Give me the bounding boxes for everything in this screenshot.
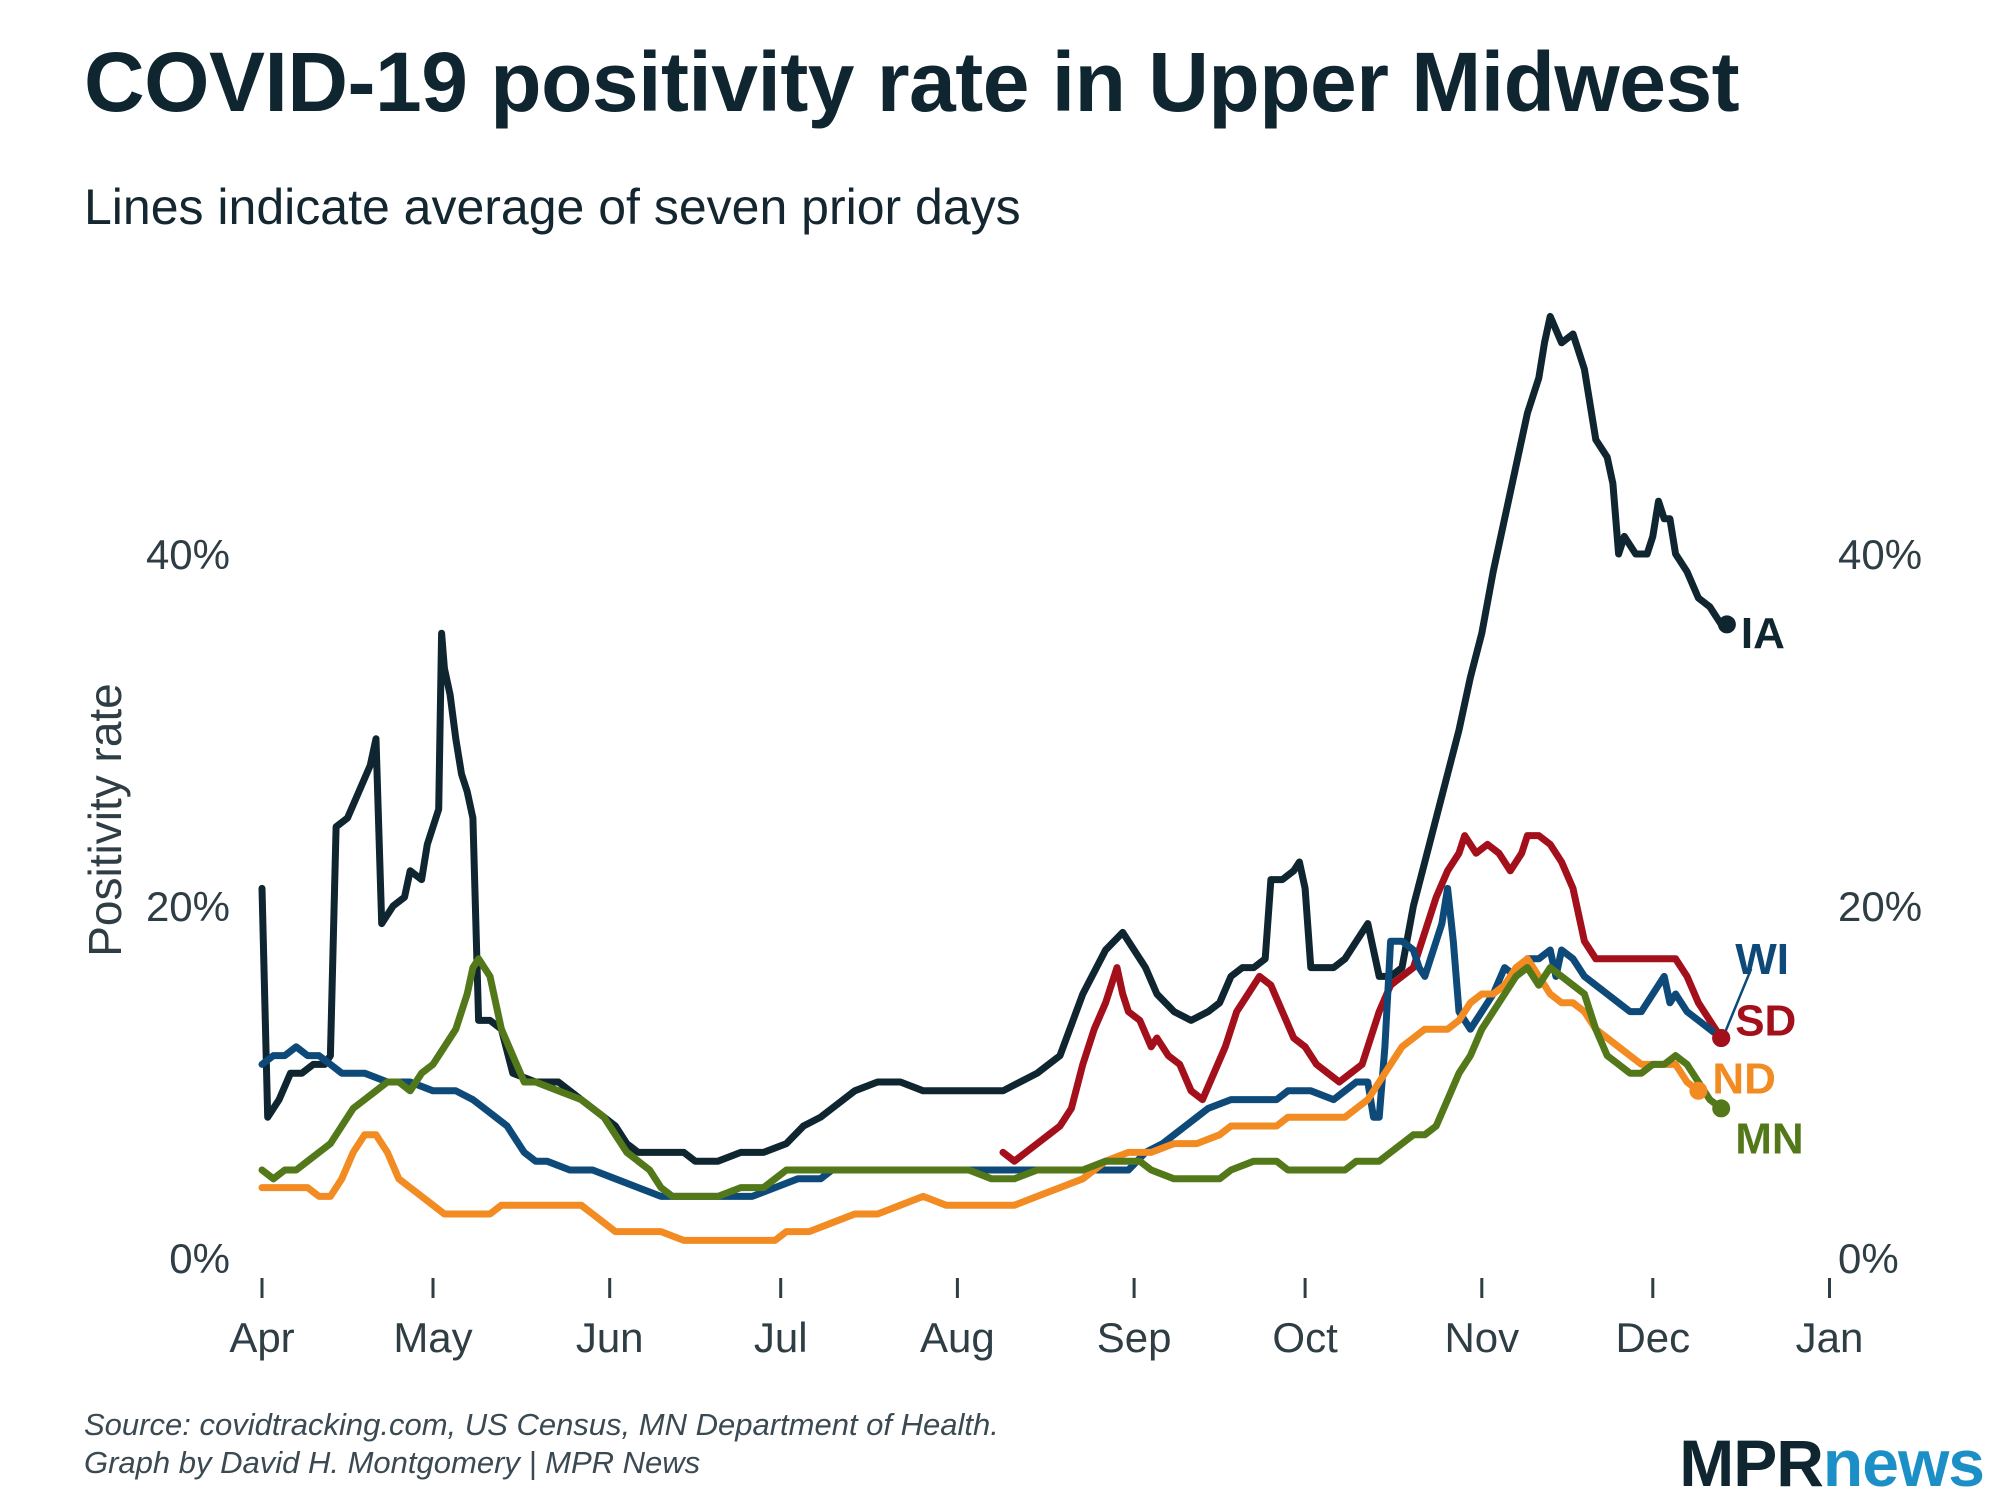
end-marker-sd bbox=[1712, 1029, 1731, 1047]
x-tick-label-6: Oct bbox=[1272, 1314, 1338, 1361]
x-tick-label-9: Jan bbox=[1796, 1314, 1864, 1361]
y-tick-left-2: 40% bbox=[146, 531, 230, 578]
end-leader-wi bbox=[1724, 968, 1753, 1033]
chart-subtitle: Lines indicate average of seven prior da… bbox=[84, 179, 1021, 235]
y-axis-label: Positivity rate bbox=[79, 683, 131, 957]
series-line-ia bbox=[258, 312, 1731, 1165]
end-label-ia: IA bbox=[1741, 609, 1785, 658]
line-chart: 0% 20% 40% 0% 20% 40% Apr May Jun Jul Aug Sep Oct N… bbox=[79, 312, 1922, 1361]
end-label-mn: MN bbox=[1735, 1114, 1803, 1163]
end-marker-mn bbox=[1712, 1099, 1731, 1118]
series-line-sd bbox=[999, 832, 1725, 1165]
x-axis: Apr May Jun Jul Aug Sep Oct Nov Dec Jan bbox=[229, 1278, 1863, 1361]
x-tick-label-3: Jul bbox=[754, 1314, 808, 1361]
x-tick-label-5: Sep bbox=[1097, 1314, 1172, 1361]
y-axis-right: 0% 20% 40% bbox=[1838, 531, 1922, 1282]
end-label-nd: ND bbox=[1712, 1054, 1776, 1103]
x-tick-label-8: Dec bbox=[1615, 1314, 1690, 1361]
source-note: Source: covidtracking.com, US Census, MN… bbox=[84, 1406, 999, 1482]
y-tick-right-0: 0% bbox=[1838, 1235, 1899, 1282]
end-label-wi: WI bbox=[1735, 935, 1789, 984]
source-line-1: Source: covidtracking.com, US Census, MN… bbox=[84, 1407, 999, 1442]
x-tick-label-1: May bbox=[393, 1314, 472, 1361]
logo-news: news bbox=[1822, 1426, 1985, 1500]
series-line-mn bbox=[258, 955, 1725, 1200]
x-tick-label-0: Apr bbox=[229, 1314, 294, 1361]
end-marker-ia bbox=[1717, 615, 1736, 634]
series-line-nd bbox=[258, 955, 1702, 1244]
y-tick-right-1: 20% bbox=[1838, 883, 1922, 930]
y-axis-left: 0% 20% 40% bbox=[146, 531, 230, 1282]
end-labels: IA WI SD ND MN bbox=[1689, 609, 1804, 1163]
x-tick-label-4: Aug bbox=[920, 1314, 995, 1361]
end-marker-nd bbox=[1689, 1081, 1708, 1100]
chart-title: COVID-19 positivity rate in Upper Midwes… bbox=[84, 35, 1740, 129]
end-label-sd: SD bbox=[1735, 996, 1796, 1045]
y-tick-left-1: 20% bbox=[146, 883, 230, 930]
series-line-wi bbox=[258, 884, 1725, 1200]
mpr-news-logo: MPRnews bbox=[1679, 1430, 1985, 1496]
series-lines bbox=[258, 312, 1731, 1244]
y-tick-right-2: 40% bbox=[1838, 531, 1922, 578]
logo-mpr: MPR bbox=[1679, 1426, 1824, 1500]
x-tick-label-2: Jun bbox=[576, 1314, 644, 1361]
y-tick-left-0: 0% bbox=[169, 1235, 230, 1282]
source-line-2: Graph by David H. Montgomery | MPR News bbox=[84, 1445, 701, 1480]
x-tick-label-7: Nov bbox=[1444, 1314, 1519, 1361]
